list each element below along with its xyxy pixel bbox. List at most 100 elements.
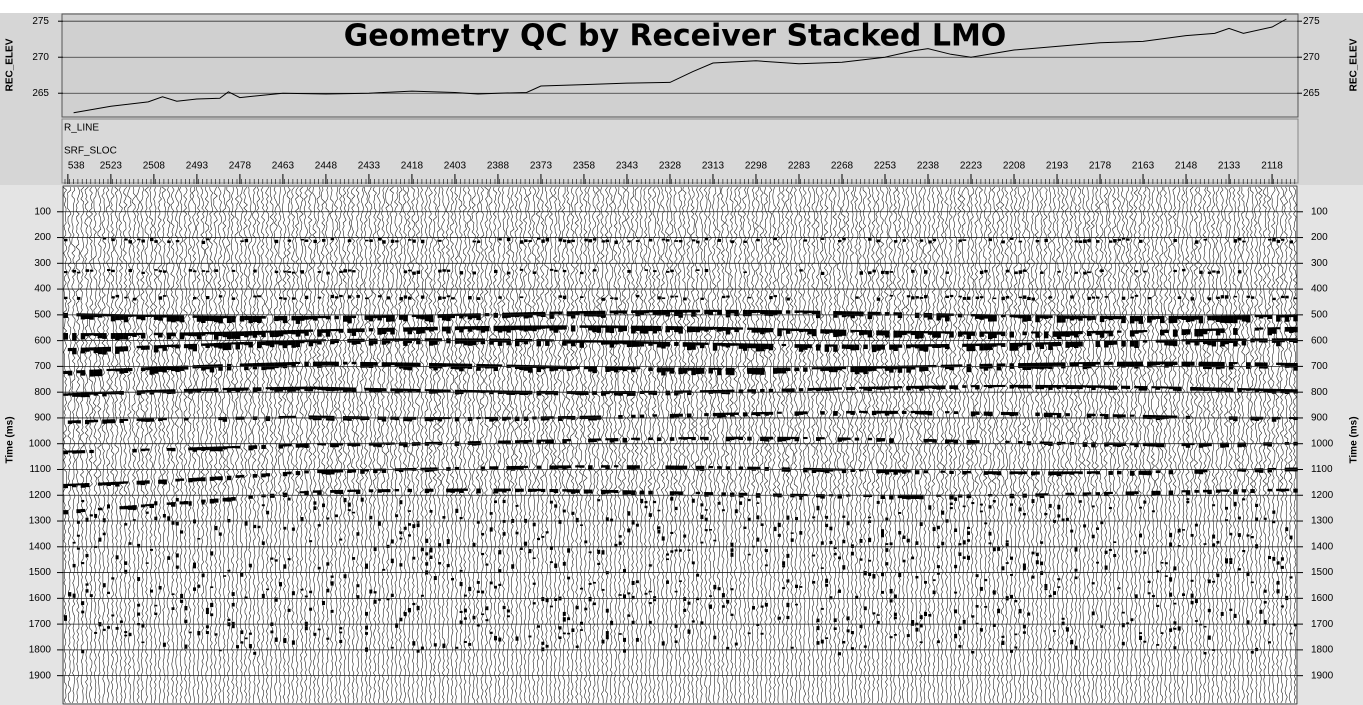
event bbox=[622, 310, 627, 314]
event bbox=[613, 438, 619, 442]
event bbox=[476, 521, 480, 524]
event bbox=[562, 465, 567, 470]
event bbox=[1293, 314, 1298, 322]
event bbox=[325, 315, 331, 320]
event bbox=[820, 607, 824, 610]
event bbox=[945, 295, 949, 299]
event bbox=[107, 626, 110, 629]
event bbox=[1241, 338, 1247, 346]
event bbox=[330, 575, 334, 578]
event bbox=[648, 325, 653, 332]
event bbox=[1009, 384, 1014, 389]
event bbox=[128, 240, 132, 244]
trace bbox=[105, 186, 111, 704]
event bbox=[966, 439, 971, 445]
event bbox=[355, 442, 361, 447]
event bbox=[747, 517, 751, 521]
event bbox=[1022, 624, 1026, 629]
event bbox=[226, 475, 232, 481]
event bbox=[747, 327, 752, 330]
event bbox=[1048, 296, 1053, 299]
event bbox=[1173, 621, 1177, 625]
event bbox=[1233, 328, 1238, 335]
event bbox=[1078, 500, 1082, 503]
event bbox=[201, 343, 206, 346]
event bbox=[205, 607, 209, 612]
event bbox=[527, 365, 533, 373]
event bbox=[102, 237, 107, 240]
event bbox=[816, 437, 821, 441]
event bbox=[438, 296, 442, 300]
event bbox=[1250, 416, 1255, 421]
event bbox=[678, 326, 683, 334]
event bbox=[541, 641, 545, 645]
event bbox=[653, 500, 657, 504]
event bbox=[798, 310, 804, 313]
event bbox=[149, 314, 154, 317]
event bbox=[270, 557, 274, 560]
event bbox=[893, 344, 898, 351]
event bbox=[193, 270, 197, 273]
event bbox=[481, 613, 485, 616]
trace bbox=[196, 187, 201, 704]
trace bbox=[67, 186, 72, 704]
event bbox=[902, 410, 907, 414]
event bbox=[1164, 575, 1168, 577]
event bbox=[227, 569, 231, 572]
event bbox=[983, 385, 989, 388]
event bbox=[295, 315, 301, 324]
x-tick-label: 2298 bbox=[745, 161, 768, 172]
event bbox=[80, 347, 86, 354]
event bbox=[356, 294, 360, 298]
event bbox=[407, 488, 412, 493]
event bbox=[209, 476, 215, 481]
event bbox=[313, 506, 317, 511]
event bbox=[420, 314, 425, 320]
event bbox=[1143, 270, 1147, 273]
event bbox=[1203, 338, 1208, 345]
event bbox=[205, 343, 210, 348]
event bbox=[1026, 342, 1032, 351]
trace bbox=[484, 186, 489, 703]
event bbox=[540, 339, 546, 342]
event bbox=[459, 313, 464, 319]
event bbox=[605, 438, 610, 441]
event bbox=[622, 490, 627, 495]
event bbox=[1026, 441, 1032, 446]
header-label: R_LINE bbox=[64, 123, 99, 134]
event bbox=[1113, 541, 1117, 543]
event bbox=[222, 342, 228, 351]
event bbox=[1061, 471, 1066, 475]
event bbox=[145, 390, 150, 393]
event bbox=[1207, 271, 1212, 274]
event bbox=[218, 532, 222, 536]
event bbox=[1225, 295, 1229, 299]
event bbox=[1005, 269, 1010, 273]
event bbox=[1104, 385, 1109, 389]
event bbox=[287, 239, 292, 242]
event bbox=[661, 238, 666, 241]
event bbox=[476, 390, 481, 393]
trace bbox=[84, 186, 89, 704]
event bbox=[687, 413, 692, 418]
event bbox=[949, 502, 953, 505]
event bbox=[1285, 527, 1289, 532]
event bbox=[519, 296, 524, 299]
event bbox=[257, 330, 262, 335]
event bbox=[924, 270, 928, 274]
event bbox=[954, 564, 958, 569]
event bbox=[1168, 490, 1174, 496]
event bbox=[696, 240, 700, 244]
event bbox=[841, 329, 847, 336]
event bbox=[631, 465, 636, 471]
event bbox=[1156, 643, 1160, 646]
event bbox=[536, 311, 541, 317]
event bbox=[295, 471, 301, 476]
event bbox=[429, 549, 433, 553]
event bbox=[1069, 315, 1075, 321]
event bbox=[412, 239, 416, 243]
event bbox=[1224, 442, 1229, 448]
event bbox=[747, 343, 752, 349]
event bbox=[454, 338, 460, 344]
event bbox=[519, 390, 524, 396]
